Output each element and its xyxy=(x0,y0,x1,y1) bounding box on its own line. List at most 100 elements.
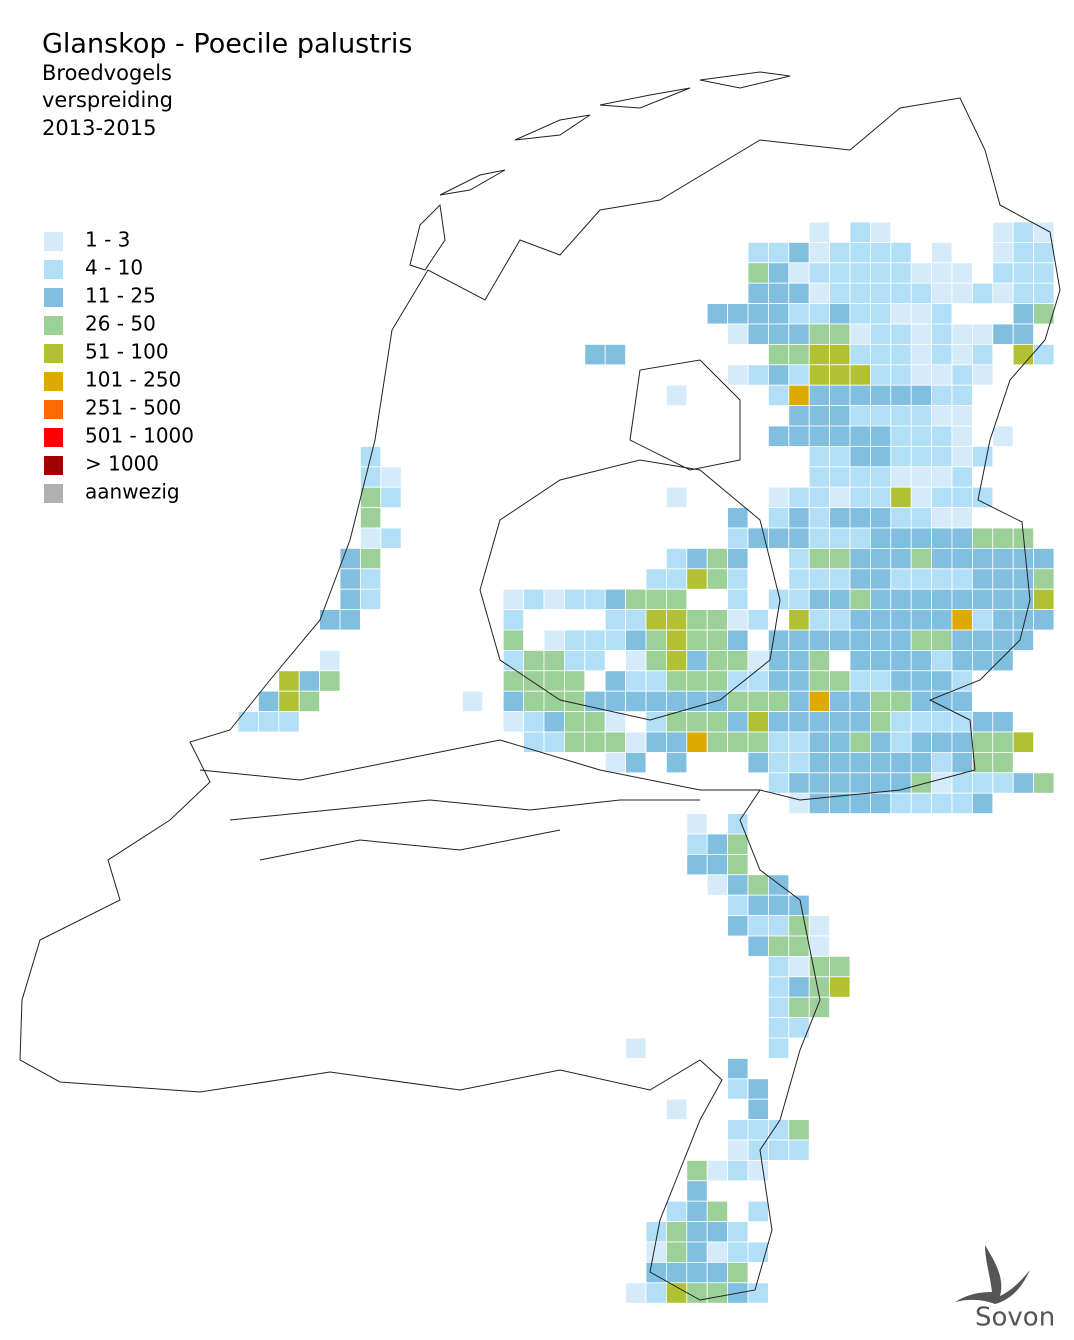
atlas-cell xyxy=(768,323,790,345)
atlas-cell xyxy=(849,629,871,651)
atlas-cell xyxy=(849,609,871,631)
atlas-cell xyxy=(931,486,953,509)
atlas-cell xyxy=(829,629,851,651)
atlas-cell xyxy=(1012,568,1035,590)
atlas-cell xyxy=(931,548,953,570)
atlas-cell xyxy=(910,384,933,407)
atlas-cell xyxy=(808,935,831,957)
atlas-cell xyxy=(686,629,708,651)
legend-label: 251 - 500 xyxy=(85,396,181,420)
atlas-cell xyxy=(972,548,994,570)
atlas-cell xyxy=(768,262,790,284)
atlas-cell xyxy=(380,486,402,509)
atlas-cell xyxy=(564,650,586,672)
legend-swatch xyxy=(44,400,63,419)
atlas-cell xyxy=(870,282,892,305)
atlas-cell xyxy=(849,568,871,590)
atlas-cell xyxy=(747,1241,769,1263)
atlas-cell xyxy=(666,752,688,774)
atlas-cell xyxy=(768,1017,790,1039)
atlas-cell xyxy=(604,588,627,611)
atlas-cell xyxy=(686,609,708,631)
atlas-cell xyxy=(727,303,749,325)
atlas-cell xyxy=(727,813,749,835)
atlas-cell xyxy=(666,588,688,611)
atlas-cell xyxy=(625,690,647,713)
atlas-cell xyxy=(747,1098,769,1120)
atlas-cell xyxy=(584,711,606,733)
atlas-cell xyxy=(808,548,831,570)
atlas-cell xyxy=(788,1139,810,1161)
atlas-cell xyxy=(972,609,994,631)
atlas-cell xyxy=(890,690,912,713)
atlas-cell xyxy=(686,1241,708,1263)
atlas-cell xyxy=(788,303,810,325)
atlas-cell xyxy=(992,772,1014,794)
atlas-cell xyxy=(727,854,749,876)
atlas-cell xyxy=(951,405,973,427)
atlas-cell xyxy=(829,690,851,713)
atlas-cell xyxy=(951,609,973,631)
atlas-cell xyxy=(706,731,729,753)
atlas-cell xyxy=(298,670,321,692)
atlas-cell xyxy=(972,711,994,733)
atlas-cell xyxy=(808,629,831,651)
atlas-cell xyxy=(768,996,790,1019)
atlas-cell xyxy=(931,690,953,713)
atlas-cell xyxy=(870,548,892,570)
atlas-cell xyxy=(768,670,790,692)
atlas-cell xyxy=(788,282,810,305)
atlas-cell xyxy=(788,384,810,407)
atlas-cell xyxy=(890,364,912,386)
atlas-cell xyxy=(808,527,831,549)
atlas-cell xyxy=(768,935,790,957)
atlas-cell xyxy=(523,711,545,733)
atlas-cell xyxy=(359,568,382,590)
atlas-cell xyxy=(666,629,688,651)
atlas-cell xyxy=(951,282,973,305)
atlas-cell xyxy=(645,690,667,713)
atlas-cell xyxy=(992,527,1014,549)
atlas-cell xyxy=(829,425,851,447)
atlas-cell xyxy=(768,425,790,447)
atlas-cell xyxy=(992,282,1014,305)
atlas-cell xyxy=(502,629,525,651)
atlas-cell xyxy=(992,588,1014,611)
atlas-cell xyxy=(829,445,851,468)
atlas-cell xyxy=(890,629,912,651)
atlas-cell xyxy=(1012,262,1035,284)
atlas-cell xyxy=(339,568,361,590)
atlas-cell xyxy=(1012,282,1035,305)
atlas-cell xyxy=(910,343,933,366)
atlas-cell xyxy=(584,588,606,611)
atlas-cell xyxy=(502,650,525,672)
atlas-cell xyxy=(951,343,973,366)
atlas-cell xyxy=(686,731,708,753)
atlas-cell xyxy=(870,364,892,386)
atlas-cell xyxy=(829,262,851,284)
atlas-cell xyxy=(768,384,790,407)
atlas-cell xyxy=(666,731,688,753)
islands xyxy=(409,71,791,271)
atlas-cell xyxy=(849,792,871,815)
legend-label: 101 - 250 xyxy=(85,368,181,392)
atlas-cell xyxy=(951,752,973,774)
atlas-cell xyxy=(870,262,892,284)
atlas-cell xyxy=(727,1241,749,1263)
atlas-cell xyxy=(992,323,1014,345)
atlas-cell xyxy=(747,1282,769,1304)
atlas-cell xyxy=(972,772,994,794)
atlas-cell xyxy=(931,303,953,325)
atlas-cell xyxy=(931,343,953,366)
atlas-cell xyxy=(992,221,1014,243)
atlas-cell xyxy=(931,588,953,611)
atlas-cell xyxy=(747,282,769,305)
atlas-cell xyxy=(747,1078,769,1100)
atlas-cell xyxy=(808,323,831,345)
atlas-cell xyxy=(788,425,810,447)
atlas-cell xyxy=(849,507,871,529)
atlas-cell xyxy=(768,629,790,651)
atlas-cell xyxy=(951,650,973,672)
atlas-cell xyxy=(890,445,912,468)
